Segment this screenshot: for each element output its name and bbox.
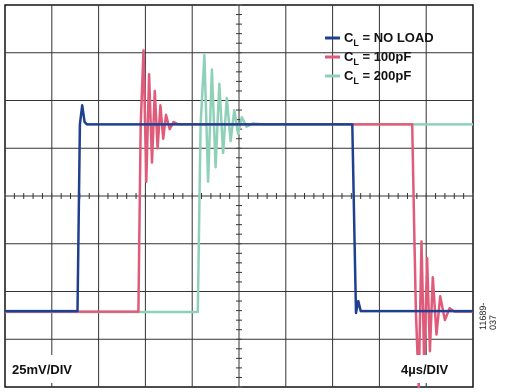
vertical-scale-label-bg: [8, 355, 94, 383]
figure-id: 11689-037: [478, 302, 498, 330]
legend-entry-no-load: CL = NO LOAD: [325, 30, 434, 48]
legend-entry-100pf: CL = 100pF: [325, 49, 411, 67]
legend-label-no-load: CL = NO LOAD: [344, 30, 434, 48]
trace-no-load: [5, 104, 473, 315]
horizontal-scale-label-bg: [395, 355, 469, 383]
legend-label-200pf: CL = 200pF: [344, 68, 411, 86]
grid: [4, 4, 474, 388]
legend-entry-200pf: CL = 200pF: [325, 68, 411, 86]
horizontal-scale-label: 4µs/DIV: [401, 362, 449, 377]
traces: [5, 49, 473, 389]
legend: CL = NO LOAD CL = 100pF CL = 200pF: [325, 30, 434, 86]
legend-label-100pf: CL = 100pF: [344, 49, 411, 67]
vertical-scale-label: 25mV/DIV: [12, 362, 72, 377]
